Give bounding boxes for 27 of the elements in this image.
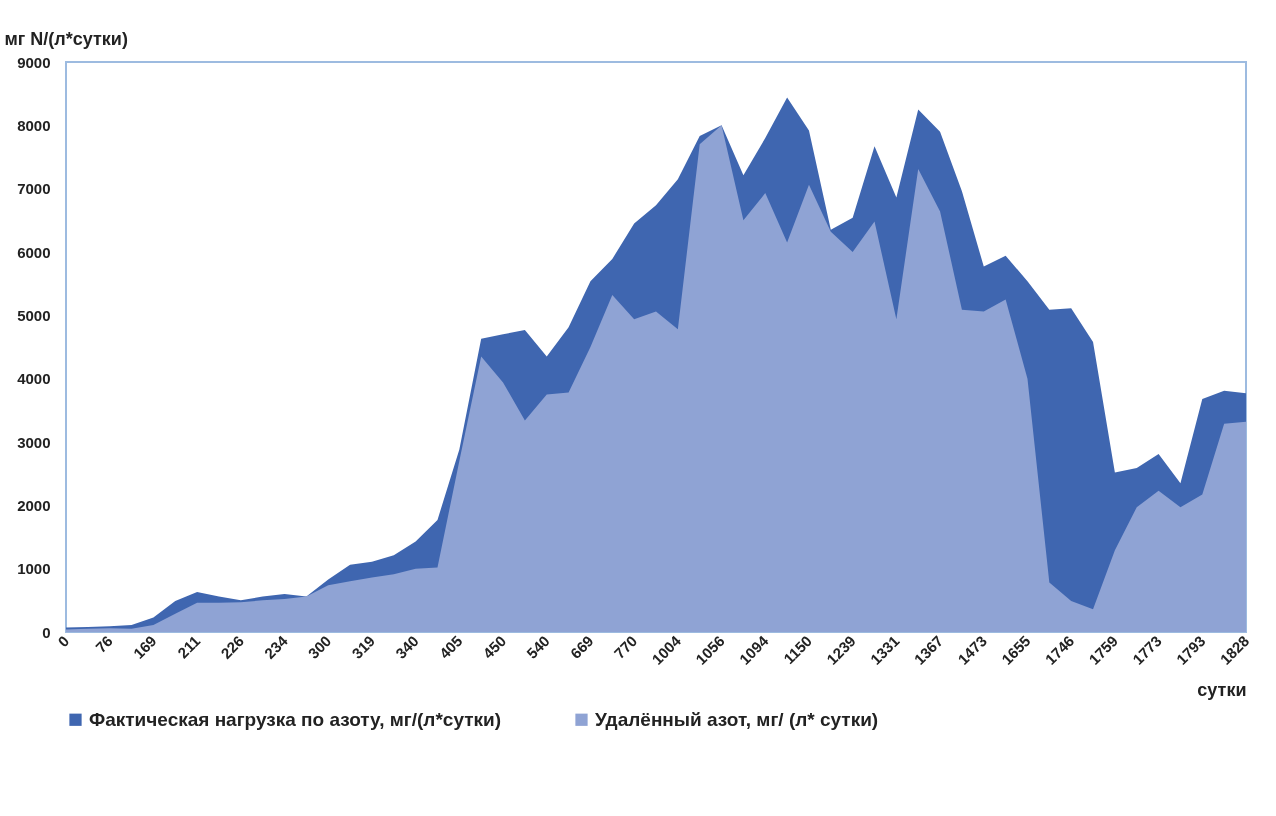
x-tick-label: 169 [129,632,160,662]
x-tick-label: 340 [392,632,422,662]
y-tick-label: 8000 [17,116,51,134]
y-tick-label: 7000 [17,180,51,198]
x-axis-title: сутки [1197,679,1247,700]
x-tick-label: 669 [566,632,597,662]
x-tick-label: 770 [610,632,641,662]
y-tick-label: 9000 [17,53,51,71]
y-tick-label: 4000 [17,370,51,388]
y-tick-label: 2000 [17,496,51,514]
y-tick-label: 6000 [17,243,51,261]
y-tick-label: 5000 [17,306,51,324]
x-tick-label: 226 [217,632,247,662]
x-tick-label: 76 [92,632,116,656]
x-tick-label: 300 [304,632,335,662]
legend-label: Фактическая нагрузка по азоту, мг/(л*сутки) [89,708,502,730]
x-tick-label: 405 [435,632,466,662]
legend-label: Удалённый азот, мг/ (л* сутки) [595,708,879,730]
x-tick-label: 319 [348,632,379,662]
x-tick-label: 211 [174,632,204,662]
x-tick-label: 0 [54,632,73,651]
y-tick-label: 1000 [17,560,51,578]
y-tick-label: 3000 [17,433,51,451]
x-tick-label: 450 [479,632,510,662]
x-tick-label: 234 [260,631,292,662]
x-tick-label: 540 [523,632,553,662]
y-axis-title: мг N/(л*сутки) [4,28,128,49]
